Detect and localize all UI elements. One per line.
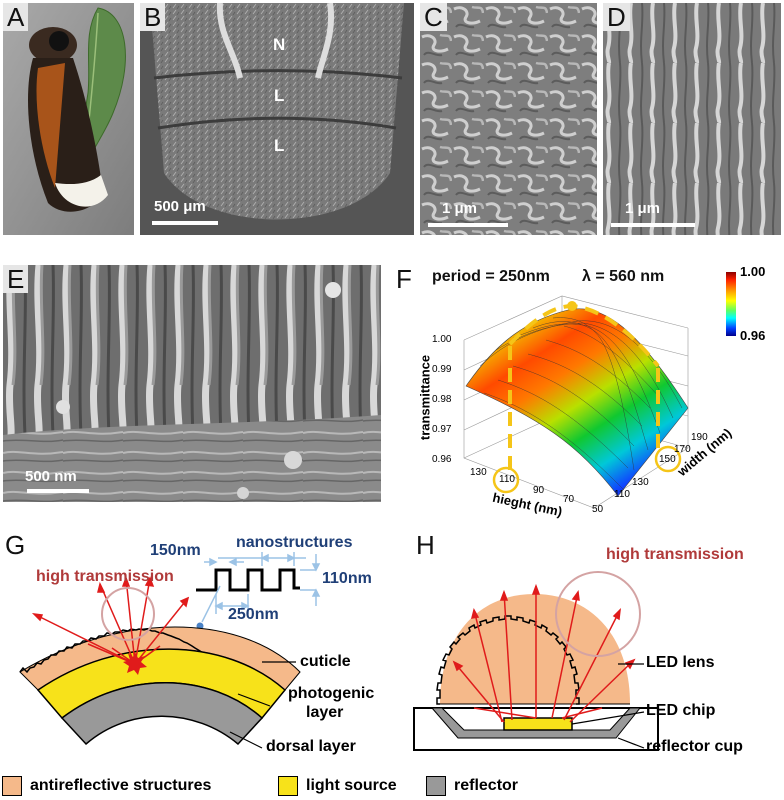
legend-label-light-source: light source bbox=[306, 777, 397, 794]
panel-label-e: E bbox=[3, 265, 29, 293]
sem-image-c bbox=[420, 3, 597, 235]
panel-label-b: B bbox=[140, 3, 166, 31]
legend-item-reflector: reflector bbox=[426, 776, 518, 796]
photogenic-label-1: photogenic bbox=[288, 685, 375, 702]
z-tick-096: 0.96 bbox=[432, 454, 452, 465]
scale-label-e: 500 nm bbox=[25, 468, 77, 485]
z-axis-label: transmittance bbox=[417, 354, 433, 441]
panel-a: A bbox=[3, 3, 134, 235]
legend-swatch-orange bbox=[2, 776, 22, 796]
cuticle-label: cuticle bbox=[300, 653, 351, 670]
sem-image-e bbox=[3, 265, 381, 502]
width-tick-130: 130 bbox=[632, 477, 649, 488]
marker-n: N bbox=[273, 35, 286, 54]
dorsal-label: dorsal layer bbox=[266, 738, 356, 755]
period-text: period = 250nm bbox=[432, 268, 550, 285]
z-tick-098: 0.98 bbox=[432, 394, 452, 405]
marker-l-1: L bbox=[274, 86, 285, 105]
panel-c: C 1 μm bbox=[420, 3, 597, 235]
dim-250nm: 250nm bbox=[228, 606, 279, 623]
width-tick-190: 190 bbox=[691, 432, 708, 443]
scale-bar-c bbox=[428, 223, 508, 227]
reflector-cup bbox=[430, 707, 642, 739]
led-diagram bbox=[413, 571, 659, 751]
height-tick-50: 50 bbox=[592, 504, 604, 515]
high-transmission-g: high transmission bbox=[36, 568, 174, 585]
nanostructures-label: nanostructures bbox=[236, 534, 353, 551]
panel-label-f: F bbox=[396, 264, 412, 294]
legend-item-antireflective: antireflective structures bbox=[2, 776, 211, 796]
z-tick-099: 0.99 bbox=[432, 364, 452, 375]
colorbar-min: 0.96 bbox=[740, 328, 766, 343]
legend-label-reflector: reflector bbox=[454, 777, 519, 794]
panel-f: F period = 250nm λ = 560 nm bbox=[388, 258, 784, 520]
height-highlight-circle bbox=[492, 466, 520, 494]
dimension-lines bbox=[201, 552, 321, 623]
legend-swatch-gray bbox=[426, 776, 446, 796]
width-tick-170: 170 bbox=[674, 444, 691, 455]
high-transmission-circle-h bbox=[555, 571, 641, 657]
scale-bar-b bbox=[152, 221, 218, 225]
width-tick-150: 150 bbox=[659, 454, 676, 465]
dim-110nm: 110nm bbox=[322, 570, 372, 587]
panel-label-d: D bbox=[603, 3, 630, 31]
scale-label-b: 500 μm bbox=[154, 198, 206, 215]
reflector-cup-label: reflector cup bbox=[646, 738, 743, 755]
panel-g: G bbox=[0, 522, 410, 772]
legend: antireflective structures light source r… bbox=[0, 774, 784, 800]
legend-item-light-source: light source bbox=[278, 776, 397, 796]
transmittance-surface-plot bbox=[463, 272, 736, 509]
led-lens-label: LED lens bbox=[646, 654, 715, 671]
light-source-burst bbox=[123, 652, 147, 675]
panel-label-g: G bbox=[5, 530, 26, 560]
high-transmission-circle bbox=[101, 587, 155, 641]
dim-150nm: 150nm bbox=[150, 542, 201, 559]
width-tick-110: 110 bbox=[614, 489, 630, 500]
led-chip-label: LED chip bbox=[646, 702, 716, 719]
firefly-lantern-diagram bbox=[19, 552, 321, 749]
height-tick-130: 130 bbox=[470, 467, 487, 478]
photogenic-label-2: layer bbox=[306, 704, 344, 721]
led-lens bbox=[440, 594, 630, 704]
panel-b: B N L L 500 μm bbox=[140, 3, 414, 235]
nanostructure-profile bbox=[196, 568, 300, 592]
panel-h: H high transmission bbox=[412, 522, 784, 772]
height-tick-70: 70 bbox=[563, 494, 575, 505]
panel-d: D 1 μm bbox=[603, 3, 781, 235]
panel-label-c: C bbox=[420, 3, 447, 31]
cuticle-nanostructures bbox=[19, 628, 231, 678]
led-light-rays bbox=[452, 583, 636, 723]
panel-label-h: H bbox=[416, 530, 435, 560]
lambda-text: λ = 560 nm bbox=[582, 268, 665, 285]
marker-l-2: L bbox=[274, 136, 285, 155]
scale-label-d: 1 μm bbox=[625, 200, 661, 217]
z-tick-097: 0.97 bbox=[432, 424, 452, 435]
surface bbox=[465, 308, 689, 497]
scale-label-c: 1 μm bbox=[442, 200, 478, 217]
z-tick-100: 1.00 bbox=[432, 334, 452, 345]
lens-nanostructures bbox=[436, 615, 580, 705]
height-tick-110: 110 bbox=[499, 474, 515, 485]
panel-e: E 500 nm bbox=[3, 265, 381, 502]
height-tick-90: 90 bbox=[533, 485, 545, 496]
colorbar-max: 1.00 bbox=[740, 264, 766, 279]
high-transmission-h: high transmission bbox=[606, 546, 744, 563]
legend-swatch-yellow bbox=[278, 776, 298, 796]
sem-image-d bbox=[603, 3, 781, 235]
sem-image-b bbox=[140, 3, 414, 235]
panel-label-a: A bbox=[3, 3, 29, 31]
firefly-photo bbox=[3, 3, 134, 235]
width-highlight-circle bbox=[654, 445, 682, 473]
led-chip bbox=[503, 717, 573, 731]
legend-label-antireflective: antireflective structures bbox=[30, 777, 212, 794]
scale-bar-e bbox=[27, 489, 89, 493]
scale-bar-d bbox=[611, 223, 695, 227]
colorbar bbox=[726, 272, 736, 336]
peak-point bbox=[567, 301, 577, 311]
